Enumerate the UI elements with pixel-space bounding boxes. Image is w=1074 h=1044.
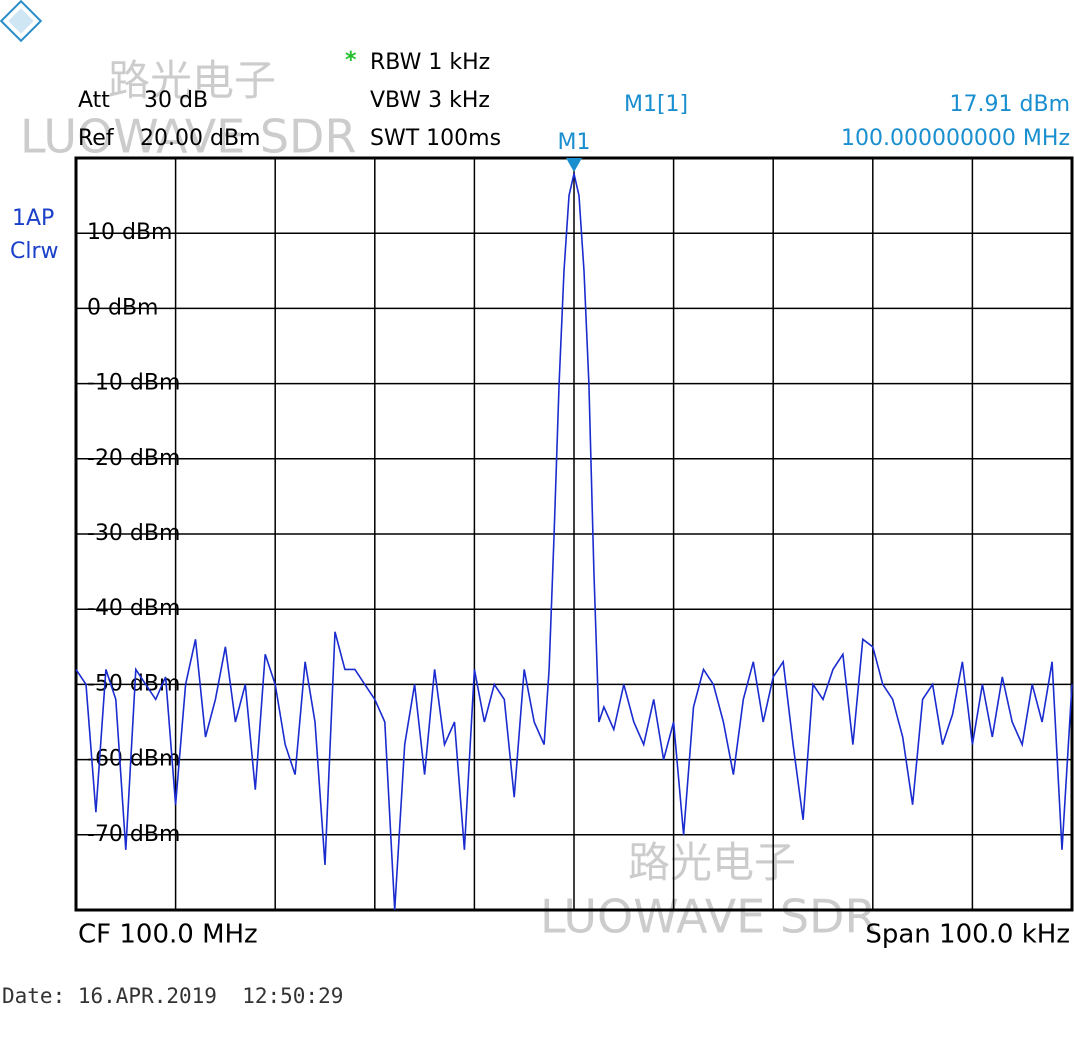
plot: 10 dBm 0 dBm -10 dBm -20 dBm -30 dBm -40 dBm -… [74,130,1074,912]
marker-label: M1 [558,130,591,155]
watermark-en: LUOWAVE SDR [540,890,876,944]
marker-name: M1[1] [624,92,688,117]
att-label: Att [78,88,110,113]
ref-value: 20.00 dBm [140,126,260,151]
y-tick-label: -50 dBm [87,671,180,696]
y-tick-label: -30 dBm [87,521,180,546]
att-value: 30 dB [144,88,208,113]
trace-label: 1AP [12,206,54,231]
watermark-cn: 路光电子 [108,56,276,105]
span: Span 100.0 kHz [865,920,1070,950]
marker [566,158,582,172]
trace [75,173,1073,911]
date: Date: 16.APR.2019 12:50:29 [2,984,343,1008]
trace-mode: Clrw [10,239,59,264]
watermark-cn: 路光电子 [628,838,796,887]
y-tick-label: -10 dBm [87,371,180,396]
y-tick-label: -20 dBm [87,446,180,471]
y-tick-label: 0 dBm [87,295,158,320]
center-frequency: CF 100.0 MHz [78,920,258,950]
y-tick-label: 10 dBm [87,220,172,245]
marker-level: 17.91 dBm [950,92,1070,117]
star: * [345,48,357,73]
y-tick-label: -60 dBm [87,747,180,772]
logo [0,0,43,43]
y-tick-label: -70 dBm [87,822,180,847]
swt: SWT 100ms [370,126,501,151]
vbw: VBW 3 kHz [370,88,490,113]
rbw: RBW 1 kHz [370,50,490,75]
ref-label: Ref [78,126,115,151]
y-tick-label: -40 dBm [87,596,180,621]
watermark-en: LUOWAVE SDR [20,110,356,164]
marker-frequency: 100.000000000 MHz [841,126,1070,151]
